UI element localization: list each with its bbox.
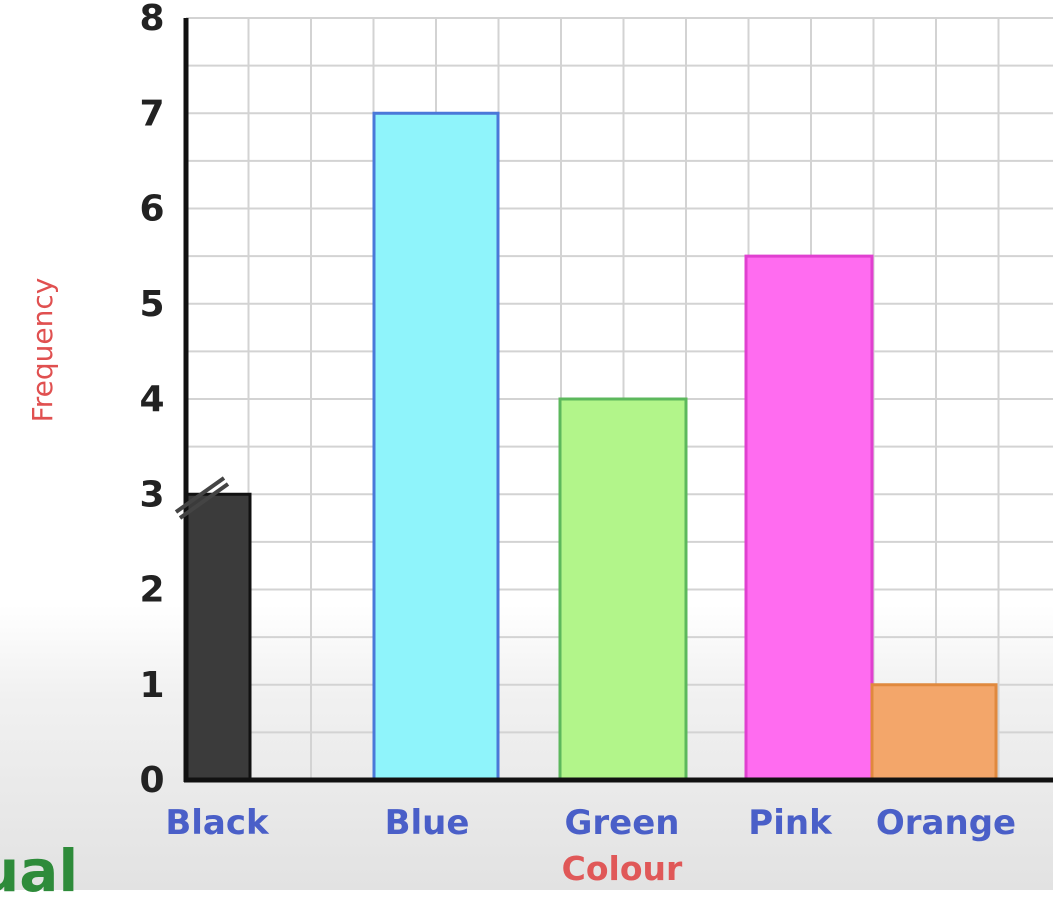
bars <box>184 111 998 782</box>
cropped-overlay-text: ual <box>0 837 79 905</box>
y-tick-labels: 0 1 2 3 4 5 6 7 8 <box>139 0 164 801</box>
y-tick-label: 4 <box>139 379 164 420</box>
x-tick-label: Pink <box>748 803 833 843</box>
y-tick-label: 7 <box>139 93 164 134</box>
x-tick-label: Black <box>165 803 270 843</box>
x-tick-label: Green <box>565 803 680 843</box>
axis-break-mark <box>174 476 226 514</box>
axes <box>174 18 1053 783</box>
x-axis-label: Colour <box>562 849 683 888</box>
axis-break-mark <box>178 482 230 520</box>
x-tick-label: Orange <box>876 803 1016 843</box>
y-tick-label: 6 <box>139 189 164 230</box>
y-tick-label: 1 <box>139 665 164 706</box>
y-tick-label: 8 <box>139 0 164 39</box>
y-tick-label: 2 <box>139 570 164 611</box>
bar-pink <box>744 254 874 782</box>
x-tick-label: Blue <box>385 803 470 843</box>
y-tick-label: 3 <box>139 474 164 515</box>
x-tick-labels: Black Blue Green Pink Orange <box>165 803 1016 843</box>
bar-green <box>558 397 688 782</box>
bar-blue <box>372 111 500 782</box>
y-axis-label: Frequency <box>26 278 59 423</box>
bar-orange <box>870 683 998 782</box>
y-tick-label: 5 <box>139 284 164 325</box>
y-tick-label: 0 <box>139 760 164 801</box>
bar-black <box>184 492 252 782</box>
